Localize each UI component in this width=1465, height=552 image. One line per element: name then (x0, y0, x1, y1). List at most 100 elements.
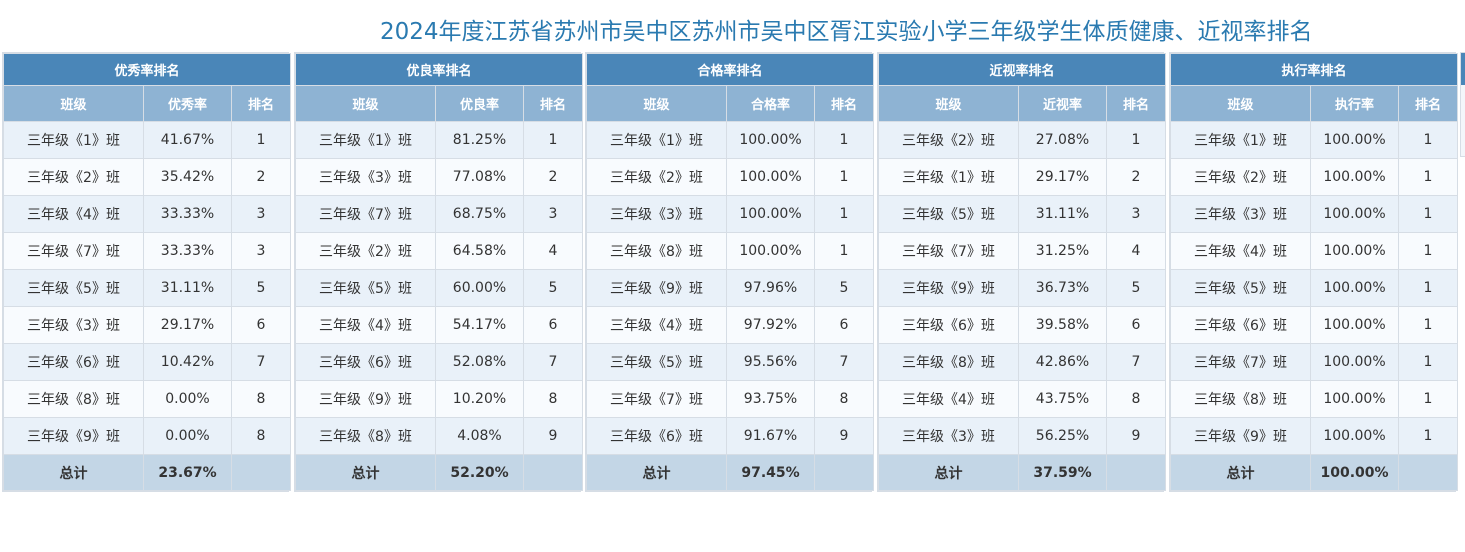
class-name-cell: 三年级《4》班 (586, 306, 727, 344)
rate-cell: 31.11% (143, 269, 232, 307)
rank-cell: 1 (1397, 306, 1459, 344)
rate-cell: 29.17% (143, 306, 232, 344)
table-row: 三年级《4》班 100.00% 1 (1170, 232, 1459, 270)
rate-cell: 35.42% (143, 158, 232, 196)
panel-title: 近视率排名 (877, 53, 1167, 86)
total-row: 总计 37.59% (878, 454, 1167, 491)
table-row: 三年级《1》班 41.67% 1 (3, 121, 292, 159)
ranking-panel: 优秀率排名 班级 优秀率 排名 三年级《1》班 41.67% 1 三年级《2》班 35.42% 2… (2, 52, 292, 492)
total-value: 37.59% (1018, 454, 1107, 491)
column-header: 班级 (586, 85, 727, 122)
table-row: 三年级《1》班 100.00% 1 (586, 121, 875, 159)
rank-cell: 9 (1105, 417, 1167, 455)
table-row: 三年级《6》班 100.00% 1 (1170, 306, 1459, 344)
rank-cell: 1 (1397, 195, 1459, 233)
ranking-panel: 执行率排名 班级 执行率 排名 三年级《1》班 100.00% 1 三年级《2》班 100.00… (1169, 52, 1459, 492)
class-name-cell: 三年级《7》班 (1170, 343, 1311, 381)
rank-cell: 8 (813, 380, 875, 418)
total-row: 总计 100.00% (1170, 454, 1459, 491)
rank-cell: 1 (1397, 121, 1459, 159)
class-name-cell: 三年级《8》班 (878, 343, 1019, 381)
table-row: 三年级《9》班 10.20% 8 (295, 380, 584, 418)
class-name-cell: 三年级《2》班 (295, 232, 436, 270)
column-header: 优秀率 (143, 85, 232, 122)
rate-cell: 52.08% (435, 343, 524, 381)
class-name-cell: 三年级《2》班 (3, 158, 144, 196)
rate-cell: 100.00% (726, 195, 815, 233)
class-name-cell: 三年级《1》班 (3, 121, 144, 159)
rate-cell: 33.33% (143, 195, 232, 233)
table-row: 三年级《4》班 97.92% 6 (586, 306, 875, 344)
class-name-cell: 三年级《4》班 (878, 380, 1019, 418)
table-row: 三年级《8》班 42.86% 7 (878, 343, 1167, 381)
table-row: 三年级《7》班 68.75% 3 (295, 195, 584, 233)
rate-cell: 0.00% (143, 417, 232, 455)
rate-cell: 36.73% (1018, 269, 1107, 307)
class-name-cell: 三年级《2》班 (878, 121, 1019, 159)
table-row: 三年级《1》班 81.25% 1 (295, 121, 584, 159)
table-row: 三年级《2》班 27.08% 1 (878, 121, 1167, 159)
rank-cell: 7 (230, 343, 292, 381)
table-row: 三年级《7》班 33.33% 3 (3, 232, 292, 270)
rank-cell: 8 (522, 380, 584, 418)
class-name-cell: 三年级《6》班 (878, 306, 1019, 344)
rate-cell: 100.00% (1310, 306, 1399, 344)
rank-cell: 7 (1105, 343, 1167, 381)
rate-cell: 97.96% (726, 269, 815, 307)
panel-title: 优良率排名 (294, 53, 584, 86)
total-rank-empty (522, 454, 584, 491)
table-row: 三年级《6》班 52.08% 7 (295, 343, 584, 381)
column-header: 班级 (3, 85, 144, 122)
panel-title: 合格率排名 (585, 53, 875, 86)
column-header: 班级 (295, 85, 436, 122)
table-row: 三年级《1》班 100.00% 1 (1170, 121, 1459, 159)
column-header: 合格率 (726, 85, 815, 122)
rate-cell: 100.00% (1310, 232, 1399, 270)
table-row: 三年级《3》班 29.17% 6 (3, 306, 292, 344)
class-name-cell: 三年级《5》班 (1170, 269, 1311, 307)
total-rank-empty (230, 454, 292, 491)
total-label: 总计 (586, 454, 727, 491)
class-name-cell: 三年级《4》班 (1170, 232, 1311, 270)
table-row: 三年级《3》班 77.08% 2 (295, 158, 584, 196)
panel-title: 执行率排名 (1169, 53, 1459, 86)
rate-cell: 100.00% (1310, 269, 1399, 307)
table-row: 三年级《1》班 29.17% 2 (878, 158, 1167, 196)
table-row: 三年级《5》班 60.00% 5 (295, 269, 584, 307)
rank-cell: 1 (813, 232, 875, 270)
column-header: 排名 (1397, 85, 1459, 122)
rate-cell: 100.00% (1310, 195, 1399, 233)
rank-cell: 3 (230, 195, 292, 233)
rank-cell: 1 (1397, 269, 1459, 307)
table-row: 三年级《5》班 95.56% 7 (586, 343, 875, 381)
class-name-cell: 三年级《9》班 (878, 269, 1019, 307)
table-row: 三年级《4》班 43.75% 8 (878, 380, 1167, 418)
ranking-table: 优良率排名 班级 优良率 排名 三年级《1》班 81.25% 1 三年级《3》班 77.08% 2… (294, 53, 584, 491)
rank-cell: 1 (813, 195, 875, 233)
rate-cell: 39.58% (1018, 306, 1107, 344)
rank-cell: 1 (1105, 121, 1167, 159)
rank-cell: 2 (1105, 158, 1167, 196)
rank-cell: 1 (1397, 158, 1459, 196)
table-row: 三年级《8》班 4.08% 9 (295, 417, 584, 455)
rate-cell: 93.75% (726, 380, 815, 418)
rate-cell: 33.33% (143, 232, 232, 270)
table-row: 三年级《5》班 31.11% 5 (3, 269, 292, 307)
rate-cell: 100.00% (726, 232, 815, 270)
class-name-cell: 三年级《8》班 (295, 417, 436, 455)
table-row: 三年级《5》班 100.00% 1 (1170, 269, 1459, 307)
class-name-cell: 三年级《4》班 (3, 195, 144, 233)
class-name-cell: 三年级《3》班 (878, 417, 1019, 455)
rank-cell: 3 (1105, 195, 1167, 233)
class-name-cell: 三年级《5》班 (295, 269, 436, 307)
class-name-cell: 三年级《1》班 (878, 158, 1019, 196)
total-rank-empty (1105, 454, 1167, 491)
total-value: 52.20% (435, 454, 524, 491)
table-row: 三年级《2》班 64.58% 4 (295, 232, 584, 270)
rank-cell: 7 (813, 343, 875, 381)
total-row: 总计 23.67% (3, 454, 292, 491)
table-row: 三年级《2》班 35.42% 2 (3, 158, 292, 196)
total-row: 总计 97.45% (586, 454, 875, 491)
table-row: 三年级《2》班 100.00% 1 (586, 158, 875, 196)
class-name-cell: 三年级《2》班 (586, 158, 727, 196)
